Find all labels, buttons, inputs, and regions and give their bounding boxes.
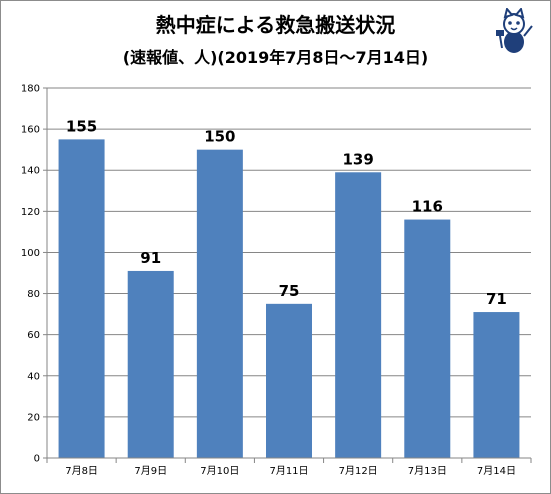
data-label: 91 [140,249,161,267]
bar [127,270,174,458]
x-tick-label: 7月10日 [200,465,239,477]
y-tick-label: 80 [27,289,40,300]
bar [58,139,105,458]
y-tick-label: 120 [21,207,40,218]
x-tick-label: 7月14日 [477,465,516,477]
y-tick-label: 20 [27,412,40,423]
axes [46,88,532,463]
data-label: 71 [486,290,507,308]
bar [404,219,451,458]
y-tick-label: 100 [21,248,40,259]
bar [335,172,382,458]
y-tick-label: 0 [34,454,40,465]
y-tick-label: 140 [21,166,40,177]
y-tick-label: 180 [21,84,40,95]
y-tick-label: 60 [27,330,40,341]
x-tick-label: 7月9日 [134,465,167,477]
x-tick-label: 7月13日 [408,465,447,477]
y-axis-ticks: 0 20 40 60 80 100 120 140 160 180 [21,84,47,465]
y-tick-label: 40 [27,371,40,382]
x-tick-label: 7月11日 [269,465,308,477]
data-label: 155 [66,117,97,135]
y-tick-label: 160 [21,125,40,136]
x-axis-labels: 7月8日 7月9日 7月10日 7月11日 7月12日 7月13日 7月14日 [65,465,516,477]
bar [196,149,243,458]
data-label: 116 [412,198,443,216]
x-tick-label: 7月12日 [339,465,378,477]
bar [266,303,312,458]
x-tick-label: 7月8日 [65,465,98,477]
bars [58,139,520,458]
data-label: 139 [342,150,373,168]
bar [473,312,520,458]
data-labels: 155 91 150 75 139 116 71 [66,117,507,308]
chart-title: 熱中症による救急搬送状況 [155,13,396,37]
chart-subtitle: (速報値、人)(2019年7月8日～7月14日) [122,48,429,67]
data-label: 75 [279,282,300,300]
data-label: 150 [204,128,235,146]
cat-mascot-icon [496,8,533,53]
